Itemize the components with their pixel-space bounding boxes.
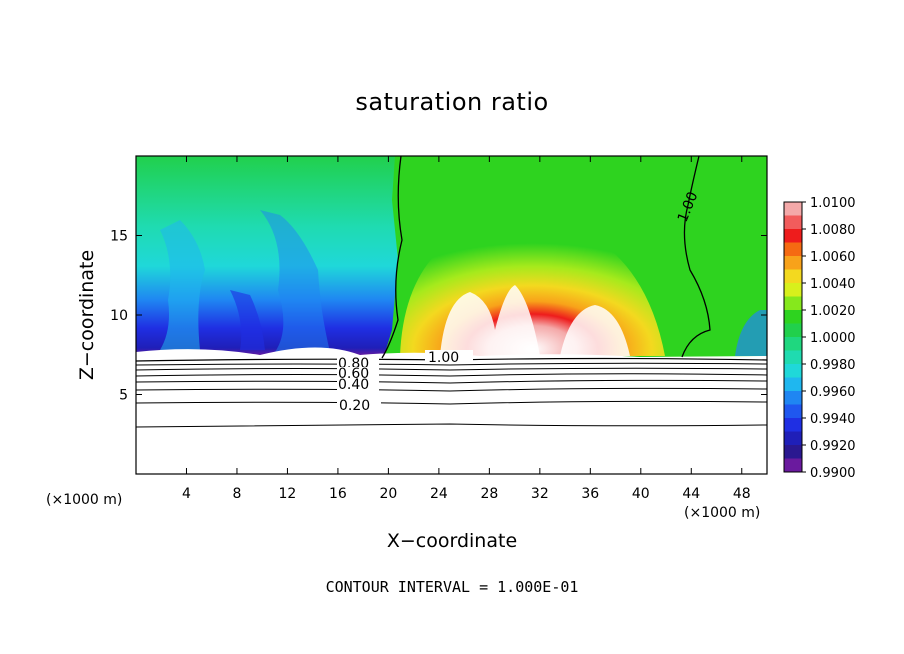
colorbar-swatch bbox=[784, 310, 802, 324]
field-cool-region bbox=[136, 156, 398, 356]
x-tick-label: 4 bbox=[182, 486, 191, 502]
x-tick-label: 8 bbox=[232, 486, 241, 502]
x-axis-title: X−coordinate bbox=[387, 530, 517, 552]
colorbar-swatch bbox=[784, 445, 802, 459]
colorbar-label: 0.9900 bbox=[810, 466, 856, 481]
colorbar-label: 0.9920 bbox=[810, 439, 856, 454]
contour-line bbox=[136, 387, 767, 392]
colorbar-swatch bbox=[784, 296, 802, 311]
colorbar-swatch bbox=[784, 283, 802, 297]
colorbar-swatch bbox=[784, 229, 802, 243]
colorbar-label: 1.0060 bbox=[810, 250, 856, 265]
x-tick-label: 40 bbox=[632, 486, 650, 502]
colorbar-label: 0.9960 bbox=[810, 385, 856, 400]
contour-label-bg bbox=[425, 350, 473, 364]
contour-label: 1.00 bbox=[428, 350, 459, 366]
colorbar-swatch bbox=[784, 256, 802, 270]
y-tick-label: 10 bbox=[110, 308, 128, 324]
field-surface-mask bbox=[136, 347, 767, 474]
colorbar-swatch bbox=[784, 458, 802, 473]
y-axis: 5 10 15 bbox=[110, 229, 767, 404]
x-tick-label: 48 bbox=[733, 486, 751, 502]
contour-line bbox=[136, 362, 767, 366]
contour-label-bg bbox=[337, 367, 379, 379]
colorbar-label: 0.9980 bbox=[810, 358, 856, 373]
contour-line bbox=[136, 367, 767, 371]
contour-label-bg bbox=[337, 397, 381, 411]
colorbar-swatch bbox=[784, 269, 802, 284]
contour-line bbox=[136, 400, 767, 405]
x-tick-label: 16 bbox=[329, 486, 347, 502]
colorbar-swatch bbox=[784, 364, 802, 378]
x-tick-label: 20 bbox=[379, 486, 397, 502]
contour-line bbox=[681, 156, 711, 358]
field-warm-core bbox=[560, 305, 630, 356]
x-tick-label: 44 bbox=[682, 486, 700, 502]
colorbar-swatch bbox=[784, 377, 802, 392]
x-tick-label: 36 bbox=[581, 486, 599, 502]
x-tick-label: 32 bbox=[531, 486, 549, 502]
colorbar-swatch bbox=[784, 202, 802, 216]
chart-title: saturation ratio bbox=[355, 88, 549, 116]
contour-line bbox=[136, 423, 767, 428]
colorbar-swatch bbox=[784, 404, 802, 419]
contour-line bbox=[136, 373, 767, 377]
colorbar-label: 1.0000 bbox=[810, 331, 856, 346]
contour-label: 0.20 bbox=[339, 398, 370, 414]
x-unit-label-left: (×1000 m) bbox=[46, 492, 122, 508]
colorbar-swatch bbox=[784, 418, 802, 432]
y-axis-title: Z−coordinate bbox=[76, 250, 98, 380]
contour-label: 0.40 bbox=[338, 377, 369, 393]
contour-label-bg bbox=[337, 378, 379, 391]
colorbar-swatch bbox=[784, 431, 802, 446]
x-tick-label: 28 bbox=[480, 486, 498, 502]
colorbar-swatch bbox=[784, 215, 802, 230]
y-tick-label: 5 bbox=[119, 388, 128, 404]
colorbar-label: 1.0100 bbox=[810, 196, 856, 211]
field-cool-pocket bbox=[735, 310, 767, 356]
field-cool-plume bbox=[230, 290, 265, 350]
colorbar-swatch bbox=[784, 242, 802, 257]
field-cool-plume bbox=[160, 220, 205, 350]
x-tick-label: 12 bbox=[279, 486, 297, 502]
colorbar-swatch bbox=[784, 323, 802, 338]
field-layer bbox=[136, 156, 767, 474]
colorbar: 1.0100 1.0080 1.0060 1.0040 1.0020 1.0000 0.99… bbox=[783, 196, 856, 481]
colorbar-swatch bbox=[784, 391, 802, 405]
colorbar-swatch bbox=[784, 337, 802, 351]
colorbar-label: 1.0080 bbox=[810, 223, 856, 238]
contour-line bbox=[136, 379, 767, 384]
x-tick-label: 24 bbox=[430, 486, 448, 502]
colorbar-swatch bbox=[784, 350, 802, 365]
contour-interval-note: CONTOUR INTERVAL = 1.000E-01 bbox=[325, 578, 579, 596]
colorbar-label: 0.9940 bbox=[810, 412, 856, 427]
field-warm-core bbox=[440, 285, 540, 356]
colorbar-label: 1.0040 bbox=[810, 277, 856, 292]
x-unit-label-right: (×1000 m) bbox=[684, 505, 760, 521]
field-cool-plume bbox=[260, 210, 330, 352]
contour-line bbox=[381, 156, 403, 359]
colorbar-label: 1.0020 bbox=[810, 304, 856, 319]
contour-label-bg bbox=[337, 356, 379, 369]
y-tick-label: 15 bbox=[110, 229, 128, 245]
x-axis: 4 8 12 16 20 24 28 32 36 40 44 48 bbox=[182, 156, 751, 502]
